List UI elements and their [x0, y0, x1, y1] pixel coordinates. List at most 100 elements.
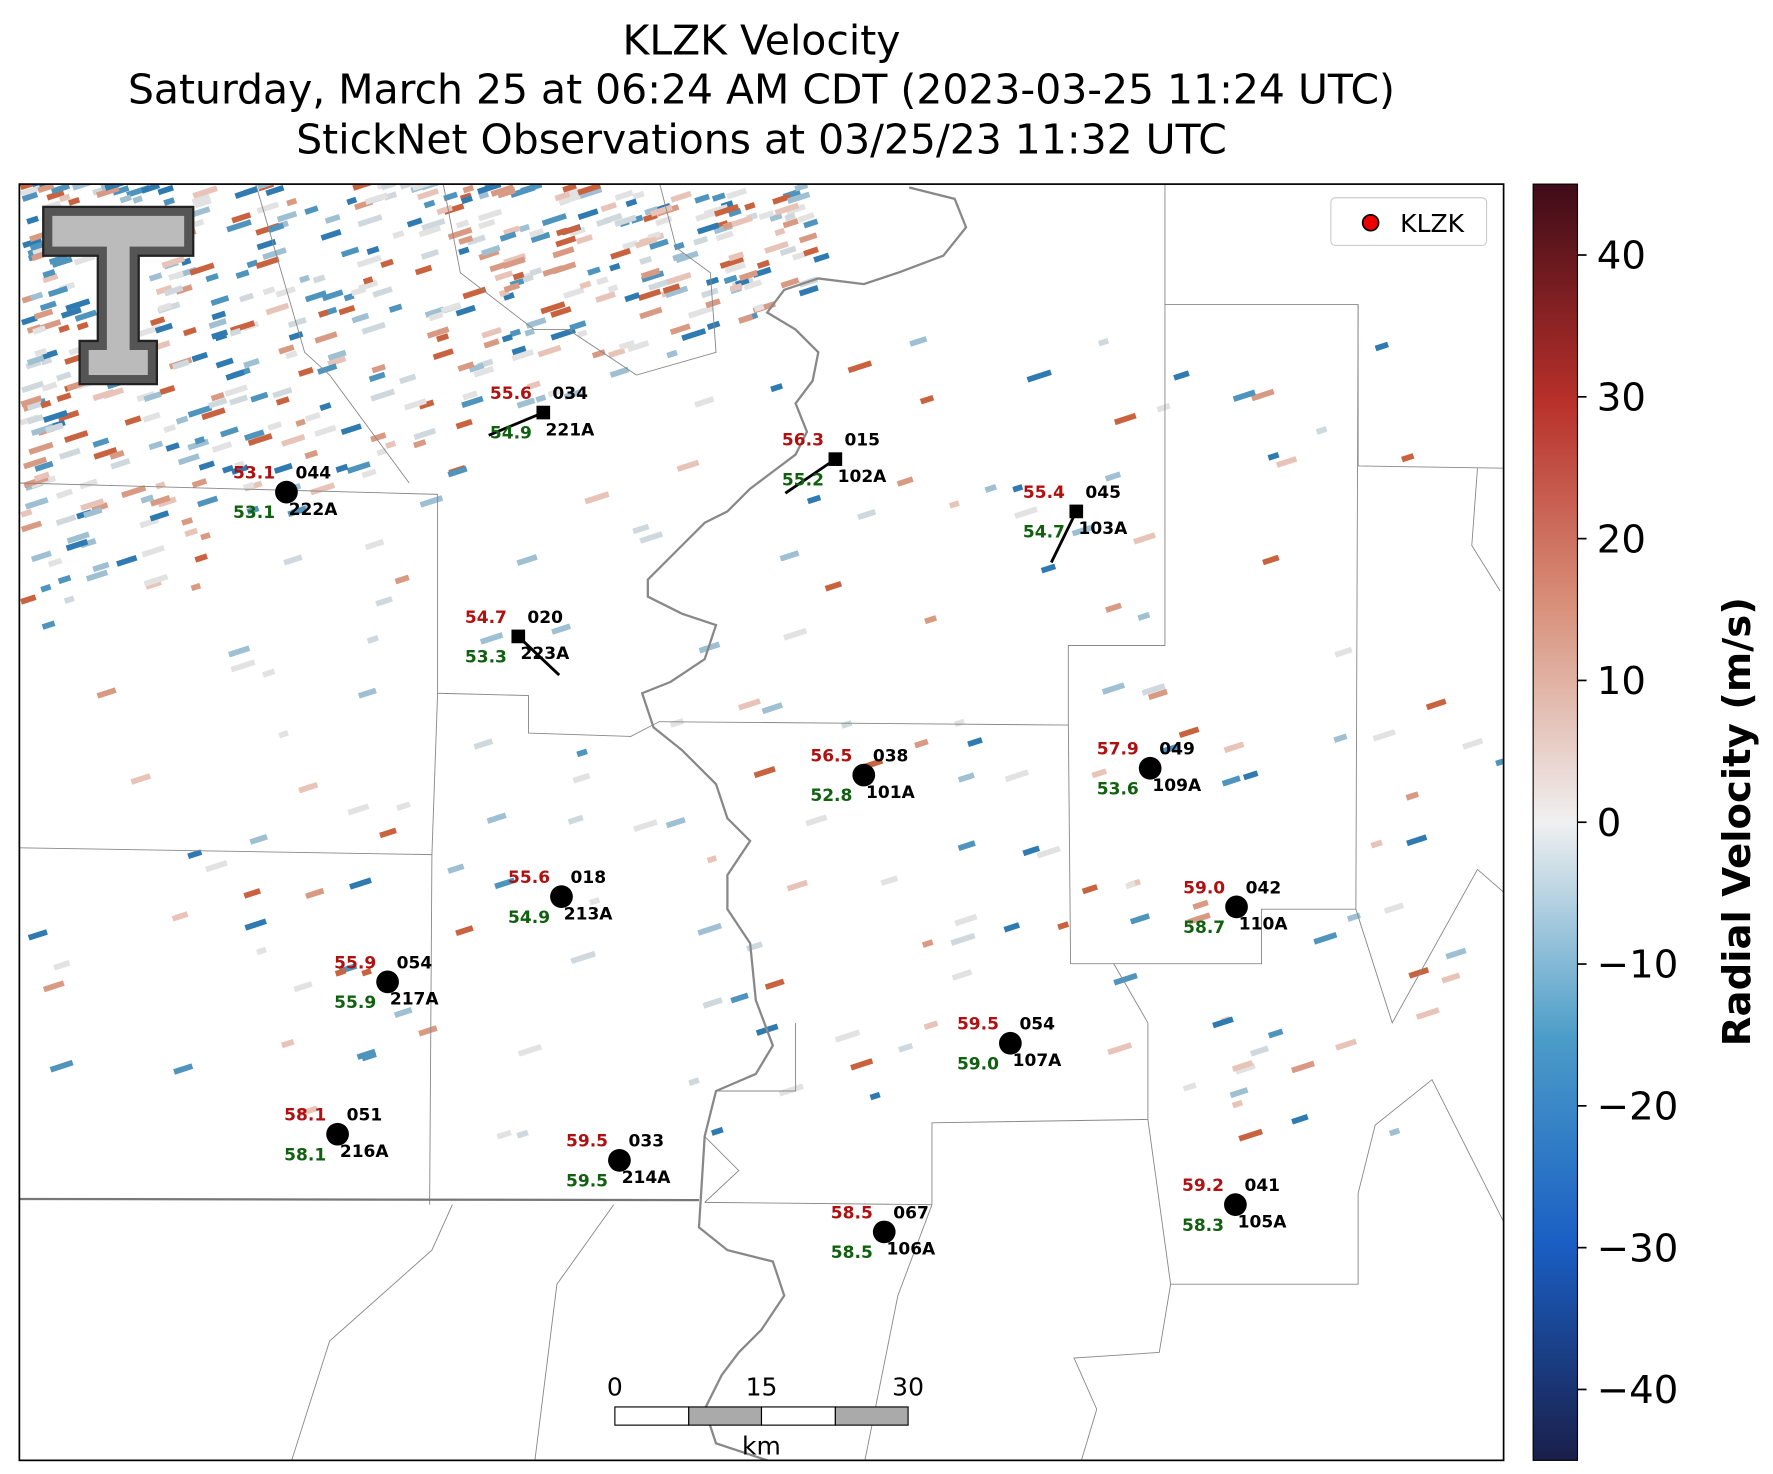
radar-gate: [256, 201, 280, 214]
radar-gate: [230, 659, 256, 673]
radar-gate: [137, 324, 163, 338]
radar-gate: [526, 380, 541, 391]
radar-gate: [511, 345, 527, 356]
radar-gate: [121, 485, 147, 499]
radar-gate: [159, 385, 176, 396]
radar-gate: [64, 430, 89, 443]
radar-gate: [396, 801, 411, 812]
radar-gate: [722, 221, 734, 230]
radar-gate: [243, 888, 262, 899]
wind-direction: 042: [1246, 878, 1282, 898]
radar-gate: [1036, 845, 1061, 859]
radar-gate: [1388, 1127, 1401, 1137]
radar-gate: [502, 256, 526, 270]
radar-gate: [350, 286, 367, 297]
radar-gate: [596, 276, 609, 286]
wind-direction: 038: [873, 746, 909, 766]
radar-gate: [356, 254, 382, 268]
radar-gate: [295, 418, 306, 427]
radar-gate: [39, 300, 57, 311]
legend: KLZK: [1330, 197, 1488, 247]
radar-gate: [32, 325, 47, 335]
colorbar-tick-label: 10: [1597, 659, 1646, 704]
station-id: 214A: [622, 1168, 672, 1188]
radar-gate: [632, 190, 645, 200]
radar-gate: [149, 510, 170, 522]
radar-gate: [76, 321, 89, 331]
map: [19, 184, 1504, 1461]
radar-gate: [1026, 369, 1052, 383]
radar-gate: [318, 309, 329, 318]
radar-gate: [640, 267, 661, 279]
radar-gate: [243, 481, 255, 491]
radar-gate: [693, 235, 709, 246]
radar-gate: [57, 409, 80, 422]
dewpoint: 54.7: [1023, 523, 1065, 543]
radar-gate: [596, 216, 612, 227]
radar-gate: [416, 188, 439, 201]
radar-gate: [298, 366, 314, 377]
radar-gate: [813, 252, 830, 263]
radar-gate: [791, 251, 806, 261]
radar-gate: [637, 288, 662, 302]
radar-gate: [194, 436, 206, 445]
legend-box: [1330, 197, 1488, 247]
radar-gate: [149, 495, 171, 507]
radar-gate: [503, 225, 521, 236]
radar-gate: [655, 215, 673, 227]
radar-gate: [372, 286, 393, 298]
radar-gate: [267, 222, 285, 233]
radar-gate: [141, 544, 165, 558]
radar-gate: [806, 494, 822, 505]
radar-gate: [406, 217, 423, 228]
radar-gate: [577, 184, 602, 196]
radar-gate: [1182, 1082, 1197, 1092]
radar-gate: [364, 539, 385, 551]
radar-gate: [267, 421, 283, 431]
radar-gate: [639, 306, 663, 320]
radar-gate: [1173, 370, 1190, 381]
radar-gate: [33, 308, 54, 320]
radar-gate: [649, 238, 669, 250]
radar-gate: [1113, 972, 1138, 986]
radar-gate: [273, 462, 293, 474]
radar-gate: [1372, 729, 1396, 742]
radar-gate: [335, 463, 349, 473]
radar-gate: [361, 321, 386, 335]
radar-gate: [163, 423, 177, 433]
radar-gate: [192, 185, 218, 199]
radar-gate: [743, 279, 762, 291]
radar-gate: [595, 291, 616, 303]
radar-gate: [633, 819, 658, 833]
temperature: 56.3: [782, 430, 824, 450]
radar-gate: [834, 1029, 861, 1043]
radar-gate: [165, 442, 180, 452]
radar-gate: [1425, 698, 1447, 711]
radar-gate: [675, 250, 699, 264]
radar-gate: [234, 186, 259, 199]
radar-gate: [914, 738, 929, 749]
colorbar-tick-label: −40: [1597, 1368, 1679, 1413]
temperature: 57.9: [1097, 740, 1139, 760]
radar-gate: [26, 400, 43, 411]
radar-gate: [460, 195, 473, 205]
radar-gate: [1003, 922, 1021, 933]
radar-gate: [457, 361, 475, 372]
radar-gate: [499, 231, 517, 242]
temperature: 55.4: [1023, 483, 1065, 503]
radar-gate: [262, 247, 287, 261]
radar-gate: [780, 277, 800, 289]
radar-gate: [20, 185, 41, 197]
radar-gate: [149, 316, 166, 327]
radar-gate: [530, 231, 551, 244]
radar-gate: [80, 498, 105, 511]
radar-gate: [786, 191, 811, 205]
radar-gate: [249, 833, 268, 845]
radar-gate: [1187, 912, 1211, 925]
radar-gate: [283, 554, 303, 566]
radar-gate: [1495, 755, 1504, 767]
radar-gate: [478, 218, 496, 230]
radar-gate: [26, 355, 45, 366]
station-id: 103A: [1079, 519, 1129, 539]
radar-gate: [584, 491, 610, 505]
